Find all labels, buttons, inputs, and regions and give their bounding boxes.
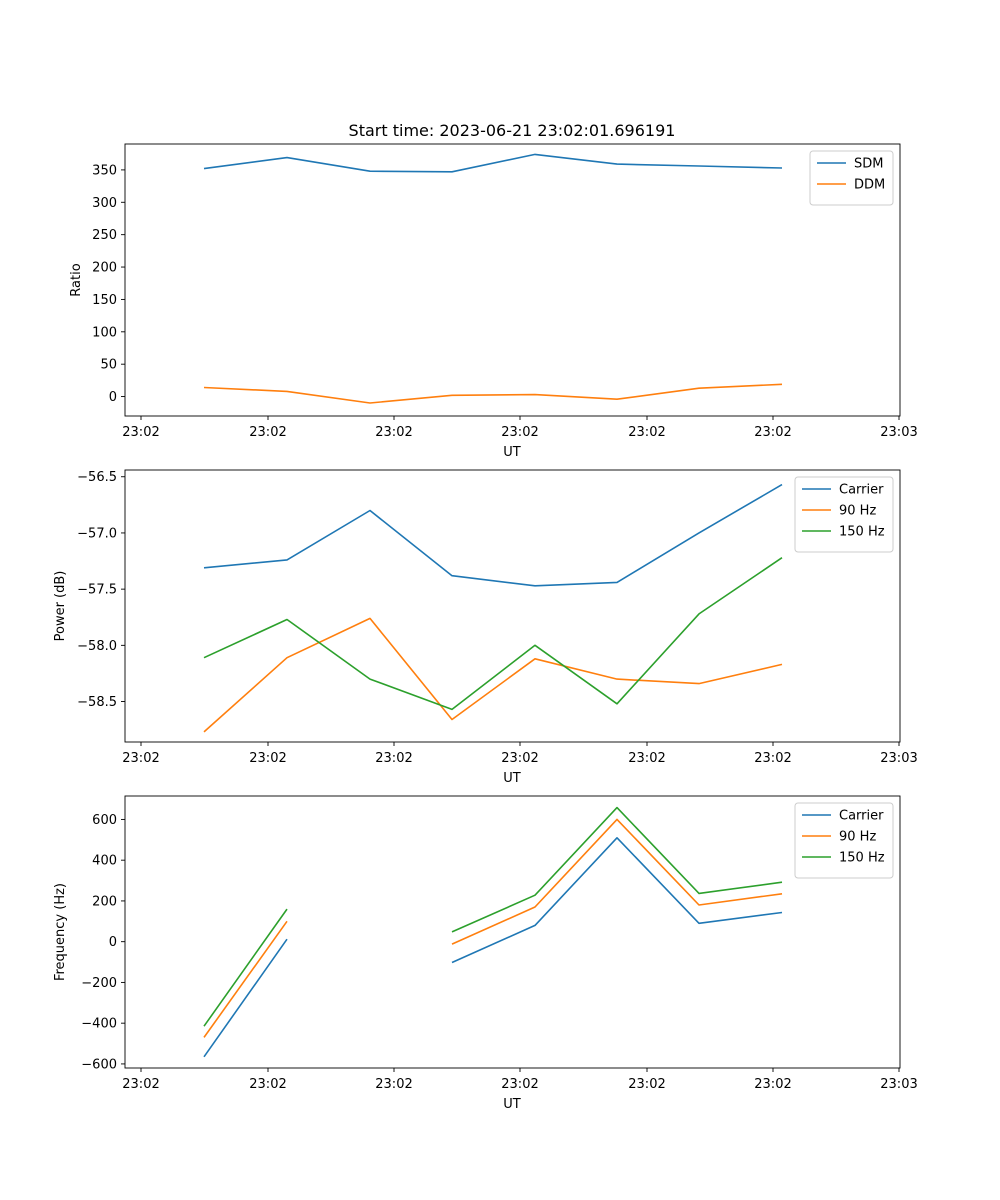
x-tick-label: 23:02 <box>375 1077 412 1092</box>
series-line-carrier <box>203 483 783 587</box>
axes-frame <box>124 795 901 1069</box>
x-tick-label: 23:02 <box>628 425 665 440</box>
y-tick-label: −56.5 <box>77 470 117 485</box>
y-tick-label: 50 <box>100 358 117 373</box>
y-tick-label: 400 <box>92 854 117 869</box>
legend-label: DDM <box>854 178 885 193</box>
y-tick-label: −200 <box>81 976 117 991</box>
x-tick-label: 23:02 <box>501 1077 538 1092</box>
y-tick-label: 0 <box>109 390 117 405</box>
axes-frame <box>124 469 901 743</box>
x-tick-label: 23:02 <box>628 1077 665 1092</box>
y-tick-label: −58.0 <box>77 639 117 654</box>
x-tick-label: 23:02 <box>122 751 159 766</box>
chart-panels: 23:02 23:02 23:02 23:02 23:02 23:02 23:03 0 50 10… <box>53 143 918 1112</box>
y-tick-label: −58.5 <box>77 695 117 710</box>
x-axis-label: UT <box>503 445 521 460</box>
x-axis-label: UT <box>503 1097 521 1112</box>
axes-frame <box>124 143 901 417</box>
y-axis-label: Frequency (Hz) <box>53 883 68 981</box>
legend-label: 90 Hz <box>839 830 876 845</box>
x-tick-label: 23:02 <box>501 425 538 440</box>
x-tick-label: 23:02 <box>375 425 412 440</box>
y-tick-label: 200 <box>92 261 117 276</box>
x-tick-label: 23:02 <box>249 1077 286 1092</box>
x-tick-label: 23:02 <box>122 425 159 440</box>
y-tick-label: 100 <box>92 325 117 340</box>
chart-panel-1: 23:02 23:02 23:02 23:02 23:02 23:02 23:03 0 50 10… <box>69 143 918 460</box>
legend-label: 150 Hz <box>839 525 885 540</box>
legend-box <box>794 476 894 553</box>
x-tick-label: 23:02 <box>249 425 286 440</box>
y-tick-label: −600 <box>81 1057 117 1072</box>
x-tick-label: 23:02 <box>754 751 791 766</box>
legend-label: Carrier <box>839 809 884 824</box>
x-tick-label: 23:02 <box>754 425 791 440</box>
y-tick-label: 350 <box>92 163 117 178</box>
x-tick-label: 23:03 <box>880 425 917 440</box>
y-tick-label: −57.0 <box>77 526 117 541</box>
y-tick-label: 150 <box>92 293 117 308</box>
x-tick-label: 23:02 <box>628 751 665 766</box>
y-tick-label: 0 <box>109 935 117 950</box>
y-axis-label: Ratio <box>69 263 84 296</box>
series-line-150-hz <box>203 806 783 1027</box>
y-tick-label: 250 <box>92 228 117 243</box>
legend-label: 150 Hz <box>839 851 885 866</box>
x-tick-label: 23:03 <box>880 751 917 766</box>
series-line-ddm <box>203 383 783 404</box>
series-line-90-hz <box>203 818 783 1038</box>
y-tick-label: 200 <box>92 894 117 909</box>
legend-label: 90 Hz <box>839 504 876 519</box>
chart-panel-3: 23:02 23:02 23:02 23:02 23:02 23:02 23:03 −600 −… <box>53 795 918 1112</box>
y-tick-label: 300 <box>92 196 117 211</box>
x-axis-label: UT <box>503 771 521 786</box>
legend-label: SDM <box>854 157 883 172</box>
x-tick-label: 23:03 <box>880 1077 917 1092</box>
figure-title: Start time: 2023-06-21 23:02:01.696191 <box>349 121 676 140</box>
y-tick-label: 600 <box>92 813 117 828</box>
y-axis-label: Power (dB) <box>53 571 68 642</box>
series-line-150-hz <box>203 557 783 711</box>
x-tick-label: 23:02 <box>249 751 286 766</box>
y-tick-label: −400 <box>81 1017 117 1032</box>
y-tick-label: −57.5 <box>77 583 117 598</box>
legend-label: Carrier <box>839 483 884 498</box>
legend-box <box>809 150 894 206</box>
x-tick-label: 23:02 <box>501 751 538 766</box>
x-tick-label: 23:02 <box>375 751 412 766</box>
series-line-90-hz <box>203 617 783 733</box>
x-tick-label: 23:02 <box>122 1077 159 1092</box>
chart-panel-2: 23:02 23:02 23:02 23:02 23:02 23:02 23:03 −58.5… <box>53 469 918 786</box>
series-line-carrier <box>203 837 783 1058</box>
legend-box <box>794 802 894 879</box>
x-tick-label: 23:02 <box>754 1077 791 1092</box>
series-line-sdm <box>203 153 783 173</box>
